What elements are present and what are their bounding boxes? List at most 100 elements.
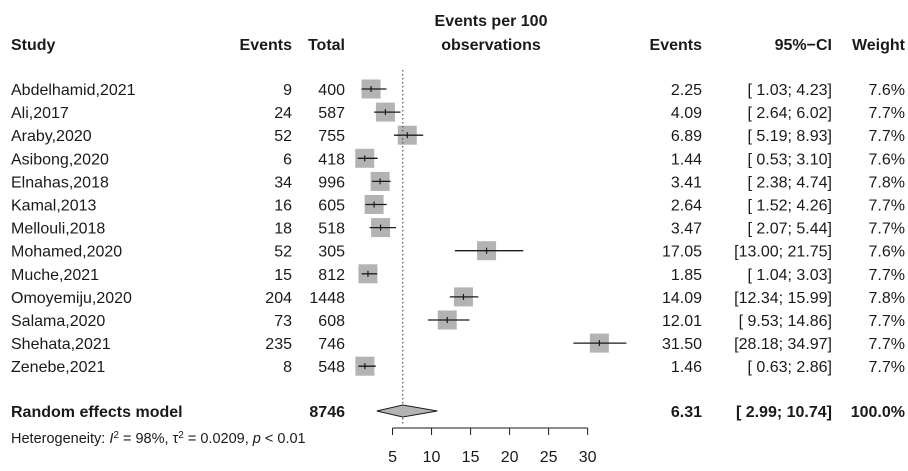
study-name: Araby,2020 [11,128,92,145]
study-name: Mellouli,2018 [11,221,105,238]
study-estimate: 2.25 [671,82,702,99]
p-value: < 0.01 [261,431,306,447]
study-total: 548 [318,359,345,376]
study-name: Omoyemiju,2020 [11,290,132,307]
study-rows: Abdelhamid,2021 9 400 2.25 [ 1.03; 4.23] 7.6%… [11,79,905,376]
study-ci: [28.18; 34.97] [734,336,832,353]
study-name: Asibong,2020 [11,151,109,168]
study-total: 587 [318,105,345,122]
study-ci: [ 2.07; 5.44] [747,221,832,238]
study-name: Elnahas,2018 [11,174,109,191]
study-weight: 7.7% [869,267,905,284]
study-name: Abdelhamid,2021 [11,82,136,99]
study-events: 52 [274,128,292,145]
header-study: Study [11,37,56,54]
study-events: 235 [265,336,292,353]
header-est: Events [650,37,703,54]
study-weight: 7.6% [869,151,905,168]
study-estimate: 3.41 [671,174,702,191]
study-estimate: 6.89 [671,128,702,145]
study-total: 755 [318,128,345,145]
study-events: 52 [274,244,292,261]
p-symbol: p [252,431,261,447]
study-row: Mohamed,2020 52 305 17.05 [13.00; 21.75] 7.6% [11,241,905,261]
tau-value: = 0.0209, [184,431,253,447]
study-row: Shehata,2021 235 746 31.50 [28.18; 34.97] 7.7… [11,333,905,353]
study-weight: 7.7% [869,105,905,122]
study-total: 605 [318,198,345,215]
study-weight: 7.7% [869,336,905,353]
x-axis-tick-label: 25 [540,449,558,466]
study-ci: [ 0.53; 3.10] [747,151,832,168]
study-row: Ali,2017 24 587 4.09 [ 2.64; 6.02] 7.7% [11,102,905,122]
study-total: 812 [318,267,345,284]
study-events: 15 [274,267,292,284]
header-events: Events [240,37,293,54]
study-weight: 7.7% [869,313,905,330]
study-row: Muche,2021 15 812 1.85 [ 1.04; 3.03] 7.7% [11,264,905,284]
study-total: 608 [318,313,345,330]
study-row: Salama,2020 73 608 12.01 [ 9.53; 14.86] 7.7% [11,310,905,330]
heterogeneity-text: Heterogeneity: I2 = 98%, τ2 = 0.0209, p … [11,430,306,448]
study-ci: [ 1.04; 3.03] [747,267,832,284]
x-axis: 5 10 15 20 25 30 [388,427,597,466]
tau-superscript: 2 [178,430,184,441]
study-weight: 7.8% [869,174,905,191]
study-estimate: 3.47 [671,221,702,238]
study-total: 746 [318,336,345,353]
heterogeneity-prefix: Heterogeneity: [11,431,109,447]
study-ci: [ 5.19; 8.93] [747,128,832,145]
study-total: 518 [318,221,345,238]
header-plot-title-line2: observations [441,37,541,54]
study-ci: [ 2.64; 6.02] [747,105,832,122]
x-axis-tick-label: 10 [423,449,441,466]
i2-value: = 98%, [119,431,173,447]
study-total: 1448 [309,290,345,307]
study-name: Ali,2017 [11,105,69,122]
study-events: 73 [274,313,292,330]
summary-est: 6.31 [671,404,702,421]
study-name: Shehata,2021 [11,336,111,353]
study-events: 6 [283,151,292,168]
study-row: Omoyemiju,2020 204 1448 14.09 [12.34; 15.99]… [11,287,905,307]
study-weight: 7.8% [869,290,905,307]
header-total: Total [308,37,345,54]
study-events: 9 [283,82,292,99]
study-row: Mellouli,2018 18 518 3.47 [ 2.07; 5.44] 7.7% [11,218,905,238]
study-row: Asibong,2020 6 418 1.44 [ 0.53; 3.10] 7.6% [11,148,905,168]
study-total: 996 [318,174,345,191]
study-weight: 7.6% [869,244,905,261]
x-axis-tick-label: 15 [462,449,480,466]
study-name: Salama,2020 [11,313,105,330]
header-weight: Weight [852,37,906,54]
study-events: 204 [265,290,292,307]
x-axis-tick-label: 5 [388,449,397,466]
study-estimate: 14.09 [662,290,702,307]
study-name: Muche,2021 [11,267,99,284]
study-row: Zenebe,2021 8 548 1.46 [ 0.63; 2.86] 7.7% [11,356,905,376]
study-ci: [12.34; 15.99] [734,290,832,307]
study-estimate: 17.05 [662,244,702,261]
study-name: Zenebe,2021 [11,359,105,376]
study-row: Kamal,2013 16 605 2.64 [ 1.52; 4.26] 7.7% [11,195,905,215]
study-ci: [ 9.53; 14.86] [739,313,832,330]
study-events: 8 [283,359,292,376]
study-estimate: 12.01 [662,313,702,330]
summary-diamond [376,404,438,418]
study-estimate: 2.64 [671,198,702,215]
summary-weight: 100.0% [851,404,905,421]
i2-superscript: 2 [113,430,119,441]
study-ci: [ 2.38; 4.74] [747,174,832,191]
study-events: 18 [274,221,292,238]
study-total: 305 [318,244,345,261]
study-ci: [ 0.63; 2.86] [747,359,832,376]
i2-symbol: I [109,431,113,447]
study-total: 400 [318,82,345,99]
header-plot-title-line1: Events per 100 [435,13,548,30]
study-estimate: 1.46 [671,359,702,376]
study-events: 34 [274,174,292,191]
study-row: Elnahas,2018 34 996 3.41 [ 2.38; 4.74] 7.8% [11,171,905,191]
study-weight: 7.7% [869,198,905,215]
x-axis-tick-label: 30 [579,449,597,466]
